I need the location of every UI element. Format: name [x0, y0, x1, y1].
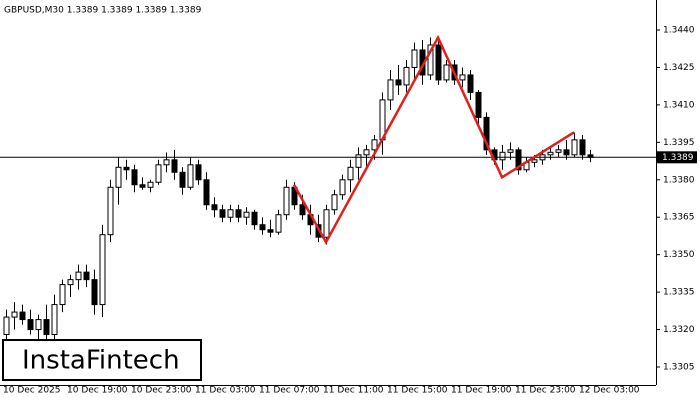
- candle-body: [211, 204, 218, 211]
- candle-body: [11, 311, 18, 318]
- candle-body: [75, 271, 82, 281]
- chart-title: GBPUSD,M30 1.3389 1.3389 1.3389 1.3389: [4, 6, 202, 16]
- candle-body: [571, 139, 578, 156]
- candle-body: [59, 284, 66, 306]
- y-tick-label: 1.3380: [663, 175, 695, 185]
- price-label-box: [657, 151, 697, 164]
- candle-body: [507, 149, 514, 153]
- candle-body: [547, 151, 554, 156]
- candle-body: [387, 79, 394, 101]
- candle-body: [283, 186, 290, 216]
- y-tick-label: 1.3395: [663, 138, 695, 148]
- candle-body: [259, 224, 266, 231]
- pattern-line: [292, 34, 575, 245]
- candle-body: [563, 149, 570, 156]
- candle-body: [323, 209, 330, 238]
- candle-body: [371, 139, 378, 151]
- y-tick-label: 1.3320: [663, 325, 695, 335]
- x-tick-label: 11 Dec 19:00: [451, 386, 512, 396]
- y-tick-label: 1.3410: [663, 100, 695, 110]
- candle-body: [131, 169, 138, 186]
- candle-body: [331, 194, 338, 211]
- candle-body: [67, 279, 74, 286]
- candle-body: [203, 179, 210, 206]
- candle-body: [147, 181, 154, 188]
- watermark-box: [2, 339, 202, 381]
- y-tick-label: 1.3425: [663, 63, 695, 73]
- candle-body: [411, 49, 418, 68]
- candle-body: [579, 139, 586, 156]
- candle-body: [123, 166, 130, 171]
- candle-body: [555, 149, 562, 153]
- price-label: 1.3389: [662, 153, 694, 163]
- x-tick-label: 11 Dec 15:00: [387, 386, 448, 396]
- x-tick-label: 10 Dec 23:00: [131, 386, 192, 396]
- candle-body: [27, 319, 34, 331]
- candle-body: [171, 159, 178, 173]
- candle-body: [19, 311, 26, 321]
- x-tick-label: 11 Dec 07:00: [259, 386, 320, 396]
- candle-body: [187, 164, 194, 188]
- candle-body: [51, 304, 58, 336]
- candle-body: [427, 44, 434, 76]
- candle-body: [435, 44, 442, 81]
- watermark: InstaFintech: [22, 346, 180, 376]
- candle-body: [219, 209, 226, 218]
- candle-body: [243, 211, 250, 218]
- candle-body: [459, 74, 466, 81]
- candle-body: [483, 116, 490, 151]
- candle-body: [515, 149, 522, 171]
- y-tick-label: 1.3365: [663, 213, 695, 223]
- candle-body: [43, 319, 50, 336]
- x-tick-label: 10 Dec 2025: [3, 386, 61, 396]
- y-tick-label: 1.3335: [663, 288, 695, 298]
- candle-body: [195, 164, 202, 181]
- candle-body: [475, 91, 482, 118]
- candle-body: [363, 149, 370, 156]
- y-tick-label: 1.3350: [663, 250, 695, 260]
- candle-body: [339, 179, 346, 196]
- candle-body: [275, 214, 282, 233]
- candle-body: [347, 166, 354, 181]
- x-tick-label: 12 Dec 03:00: [579, 386, 640, 396]
- candle-body: [403, 66, 410, 86]
- candle-body: [235, 209, 242, 218]
- candle-body: [227, 209, 234, 218]
- candle-body: [179, 171, 186, 188]
- candle-body: [35, 319, 42, 331]
- candle-body: [155, 164, 162, 183]
- candle-body: [163, 159, 170, 166]
- candle-body: [83, 271, 90, 281]
- candle-body: [3, 316, 10, 336]
- candle-body: [443, 64, 450, 81]
- candle-body: [107, 186, 114, 236]
- candle-body: [467, 74, 474, 93]
- candle-body: [139, 184, 146, 188]
- candle-body: [251, 211, 258, 226]
- candle-body: [355, 154, 362, 168]
- x-tick-label: 10 Dec 19:00: [67, 386, 128, 396]
- candle-body: [267, 229, 274, 233]
- candle-body: [99, 234, 106, 306]
- candle-body: [91, 279, 98, 306]
- candle-body: [395, 79, 402, 86]
- x-tick-label: 11 Dec 03:00: [195, 386, 256, 396]
- candle-body: [299, 204, 306, 216]
- x-tick-label: 11 Dec 11:00: [323, 386, 384, 396]
- candle-body: [115, 166, 122, 188]
- candle-body: [531, 159, 538, 163]
- y-tick-label: 1.3305: [663, 363, 695, 373]
- y-tick-label: 1.3440: [663, 26, 695, 36]
- x-tick-label: 11 Dec 23:00: [515, 386, 576, 396]
- candle-body: [499, 151, 506, 161]
